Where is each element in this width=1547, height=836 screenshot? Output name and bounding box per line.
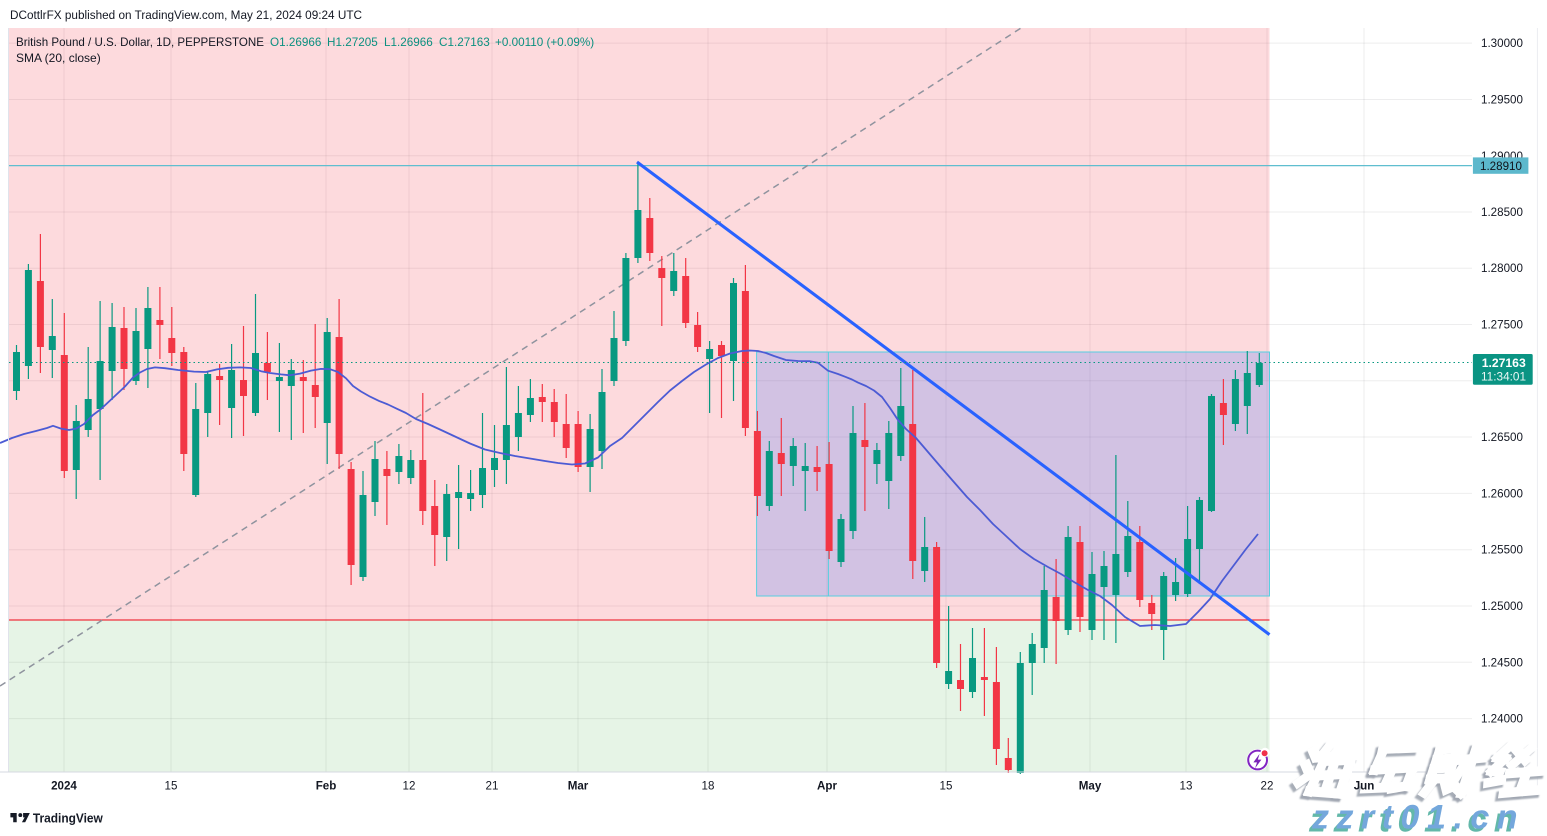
svg-text:C1.27163: C1.27163 — [439, 36, 490, 49]
svg-text:1.26500: 1.26500 — [1481, 431, 1523, 444]
svg-text:18: 18 — [702, 780, 715, 793]
svg-text:1.29500: 1.29500 — [1481, 94, 1523, 107]
svg-text:+0.00110 (+0.09%): +0.00110 (+0.09%) — [495, 36, 594, 49]
svg-text:15: 15 — [940, 780, 953, 793]
svg-text:Feb: Feb — [316, 780, 337, 793]
svg-text:DCottlrFX published on Trading: DCottlrFX published on TradingView.com, … — [10, 8, 362, 22]
svg-text:TradingView: TradingView — [33, 810, 104, 825]
svg-text:O1.26966: O1.26966 — [270, 36, 321, 49]
svg-text:1.28500: 1.28500 — [1481, 206, 1523, 219]
svg-text:Mar: Mar — [568, 780, 589, 793]
svg-text:1.27163: 1.27163 — [1482, 356, 1526, 370]
svg-text:May: May — [1079, 780, 1102, 793]
svg-text:1.27500: 1.27500 — [1481, 319, 1523, 332]
svg-text:zzrt01.cn: zzrt01.cn — [1311, 799, 1525, 836]
svg-text:1.25500: 1.25500 — [1481, 544, 1523, 557]
svg-text:H1.27205: H1.27205 — [327, 36, 378, 49]
svg-text:2024: 2024 — [51, 780, 77, 793]
svg-text:1.28910: 1.28910 — [1480, 160, 1522, 173]
svg-text:Apr: Apr — [817, 780, 837, 793]
svg-text:1.28000: 1.28000 — [1481, 262, 1523, 275]
svg-text:zzrt01.cn: zzrt01.cn — [1308, 802, 1522, 836]
svg-text:11:34:01: 11:34:01 — [1481, 370, 1526, 384]
svg-text:1.26000: 1.26000 — [1481, 487, 1523, 500]
svg-text:21: 21 — [486, 780, 499, 793]
svg-text:SMA (20, close): SMA (20, close) — [16, 51, 101, 65]
svg-text:British Pound / U.S. Dollar, 1: British Pound / U.S. Dollar, 1D, PEPPERS… — [16, 35, 264, 49]
svg-text:1.24500: 1.24500 — [1481, 656, 1523, 669]
svg-text:1.30000: 1.30000 — [1481, 37, 1523, 50]
svg-text:1.24000: 1.24000 — [1481, 713, 1523, 726]
svg-text:1.25000: 1.25000 — [1481, 600, 1523, 613]
svg-text:L1.26966: L1.26966 — [384, 36, 433, 49]
svg-text:22: 22 — [1261, 780, 1274, 793]
svg-text:Jun: Jun — [1354, 780, 1375, 793]
svg-text:12: 12 — [403, 780, 416, 793]
svg-text:15: 15 — [165, 780, 178, 793]
svg-text:13: 13 — [1180, 780, 1193, 793]
